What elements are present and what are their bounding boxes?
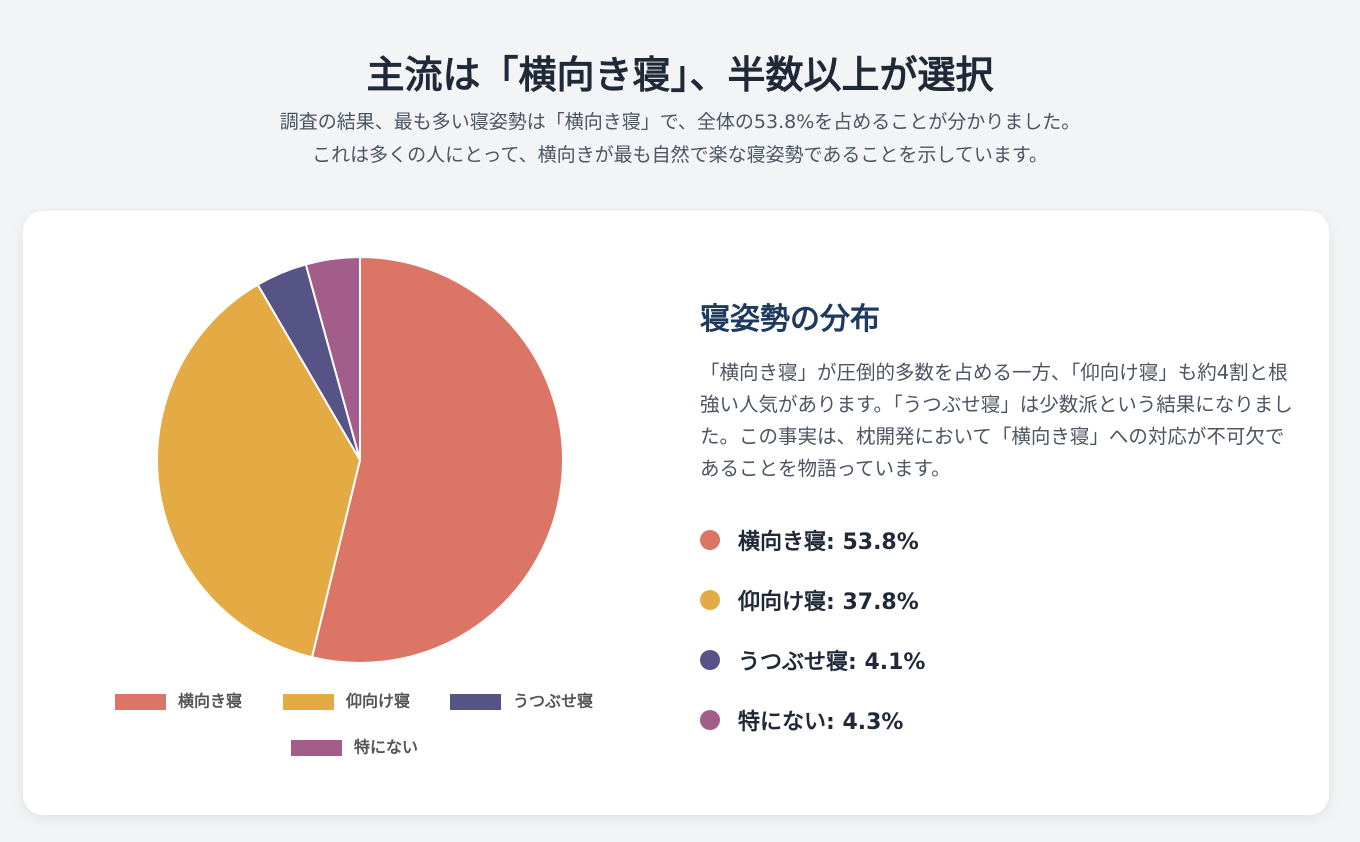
item-label: 横向き寝: 53.8% — [738, 530, 919, 555]
legend-dot — [700, 650, 720, 670]
legend-dot — [700, 710, 720, 730]
pie-slice — [310, 255, 565, 664]
legend-item: 特にない: 4.3% — [700, 704, 903, 736]
legend-item: 仰向け寝: 37.8% — [700, 584, 919, 616]
legend-dot — [700, 590, 720, 610]
legend-item: 横向き寝: 53.8% — [700, 524, 919, 556]
page-title: 主流は「横向き寝」、半数以上が選択 — [366, 53, 994, 97]
subtitle: 調査の結果、最も多い寝姿勢は「横向き寝」で、全体の53.8%を占めることが分かり… — [279, 111, 1081, 133]
item-label: うつぶせ寝: 4.1% — [738, 650, 926, 675]
legend-label: うつぶせ寝 — [513, 692, 593, 711]
item-label: 仰向け寝: 37.8% — [738, 590, 919, 615]
legend-label: 横向き寝 — [178, 692, 242, 711]
pie-slice — [156, 283, 362, 659]
panel-title: 寝姿勢の分布 — [700, 302, 880, 337]
subtitle: これは多くの人にとって、横向きが最も自然で楽な寝姿勢であることを示しています。 — [312, 144, 1048, 166]
legend-swatch — [450, 694, 501, 710]
legend-item: うつぶせ寝: 4.1% — [700, 644, 925, 676]
panel-body: 「横向き寝」が圧倒的多数を占める一方、「仰向け寝」も約4割と根強い人気があります… — [700, 361, 1293, 480]
legend-label: 仰向け寝 — [345, 692, 410, 711]
legend-label: 特にない — [354, 738, 418, 757]
legend-swatch — [291, 740, 342, 756]
legend-swatch — [283, 694, 334, 710]
legend-dot — [700, 530, 720, 550]
item-label: 特にない: 4.3% — [738, 710, 904, 735]
legend-swatch — [115, 694, 166, 710]
pie-slice — [304, 255, 361, 461]
